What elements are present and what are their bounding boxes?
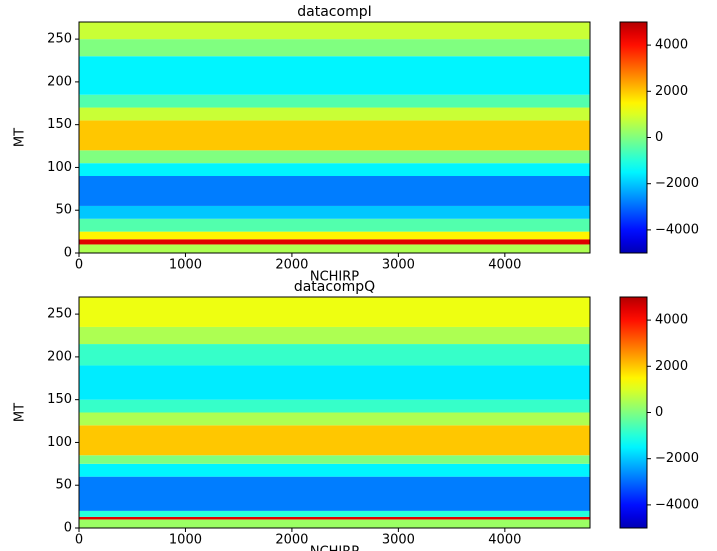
x-tick-label: 1000 bbox=[169, 533, 202, 548]
plot-frame bbox=[78, 21, 591, 254]
colorbar-tick-label: 2000 bbox=[655, 84, 688, 99]
heat-band bbox=[79, 463, 590, 477]
x-tick-label: 4000 bbox=[488, 258, 521, 273]
heat-band bbox=[79, 399, 590, 413]
heat-band bbox=[79, 176, 590, 206]
x-tick-label: 4000 bbox=[488, 533, 521, 548]
heat-band bbox=[79, 244, 590, 253]
y-tick-label: 250 bbox=[47, 32, 72, 47]
heat-band bbox=[79, 39, 590, 57]
heat-band bbox=[79, 239, 590, 245]
heat-band bbox=[79, 425, 590, 456]
heat-band bbox=[79, 455, 590, 464]
heat-band bbox=[79, 107, 590, 121]
x-tick-label: 2000 bbox=[275, 533, 308, 548]
heat-band bbox=[79, 365, 590, 400]
heat-band bbox=[79, 163, 590, 176]
heat-band bbox=[79, 56, 590, 95]
x-tick-label: 2000 bbox=[275, 258, 308, 273]
heat-band bbox=[79, 120, 590, 151]
y-tick-label: 50 bbox=[55, 478, 72, 493]
colorbar-tick-label: 2000 bbox=[655, 359, 688, 374]
x-tick-label: 1000 bbox=[169, 258, 202, 273]
y-tick-label: 200 bbox=[47, 74, 72, 89]
x-axis-label: NCHIRP bbox=[310, 545, 359, 551]
heat-band bbox=[79, 22, 590, 40]
x-tick-label: 0 bbox=[75, 258, 83, 273]
heat-band bbox=[79, 476, 590, 511]
colorbar bbox=[619, 296, 648, 529]
y-axis-label: MT bbox=[13, 403, 28, 422]
y-tick-label: 200 bbox=[47, 349, 72, 364]
chart-title: datacompI bbox=[297, 4, 371, 20]
colorbar-tick-label: 0 bbox=[655, 130, 663, 145]
colorbar-tick-label: −2000 bbox=[655, 451, 699, 466]
heat-band bbox=[79, 297, 590, 327]
y-tick-label: 150 bbox=[47, 392, 72, 407]
y-tick-label: 250 bbox=[47, 307, 72, 322]
heat-band bbox=[79, 412, 590, 426]
heat-band bbox=[79, 231, 590, 240]
heat-band bbox=[79, 150, 590, 164]
heat-band bbox=[79, 510, 590, 517]
y-tick-label: 100 bbox=[47, 435, 72, 450]
colorbar-tick-label: 4000 bbox=[655, 38, 688, 53]
heat-band bbox=[79, 218, 590, 232]
heat-band bbox=[79, 519, 590, 528]
colorbar-tick-label: 0 bbox=[655, 405, 663, 420]
chart-title: datacompQ bbox=[294, 279, 375, 295]
y-tick-label: 0 bbox=[64, 246, 72, 261]
x-axis-label: NCHIRP bbox=[310, 270, 359, 285]
heat-band bbox=[79, 326, 590, 345]
colorbar-tick-label: 4000 bbox=[655, 313, 688, 328]
y-axis-label: MT bbox=[13, 128, 28, 147]
plot-frame bbox=[78, 296, 591, 529]
colorbar-tick-label: −4000 bbox=[655, 497, 699, 512]
x-tick-label: 0 bbox=[75, 533, 83, 548]
y-tick-label: 50 bbox=[55, 203, 72, 218]
colorbar-tick-label: −4000 bbox=[655, 222, 699, 237]
x-tick-label: 3000 bbox=[382, 258, 415, 273]
x-tick-label: 3000 bbox=[382, 533, 415, 548]
heat-band bbox=[79, 94, 590, 108]
y-tick-label: 150 bbox=[47, 117, 72, 132]
heat-band bbox=[79, 205, 590, 219]
y-tick-label: 100 bbox=[47, 160, 72, 175]
heat-band bbox=[79, 344, 590, 366]
y-tick-label: 0 bbox=[64, 521, 72, 536]
colorbar-tick-label: −2000 bbox=[655, 176, 699, 191]
colorbar bbox=[619, 21, 648, 254]
heat-band bbox=[79, 516, 590, 520]
